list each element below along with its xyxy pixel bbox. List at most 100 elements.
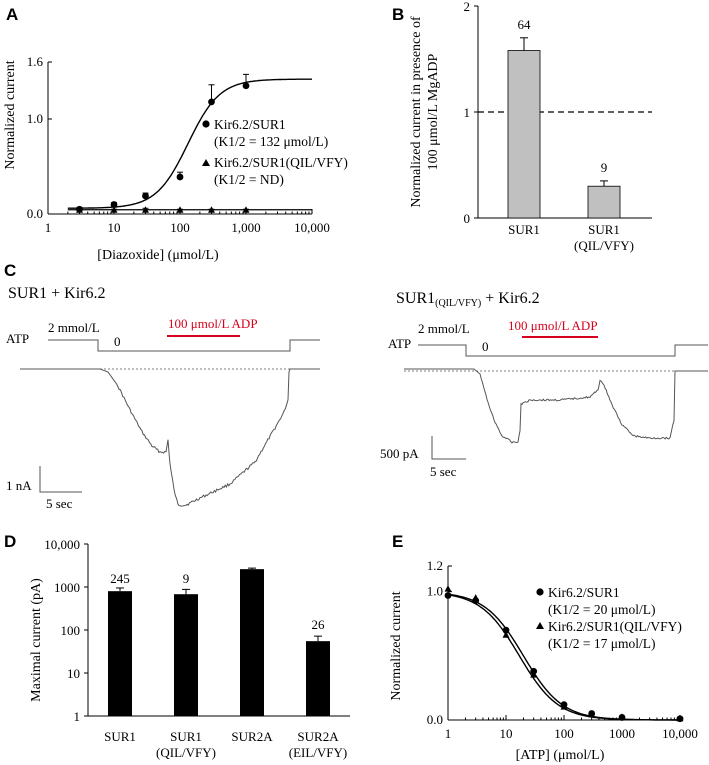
panel-e-letter: E — [392, 532, 403, 551]
trace-left-atp-high: 2 mmol/L — [48, 320, 100, 335]
legend-series-1-name: Kir6.2/SUR1 — [214, 117, 286, 132]
panel-a-x-tick-label: 10 — [108, 220, 121, 235]
panel-d-n-label: 245 — [110, 571, 130, 586]
panel-b-y-tick-label: 1 — [464, 105, 471, 120]
panel-e-point-sur1 — [502, 626, 510, 634]
legend-circle-marker — [536, 588, 544, 596]
panel-e-x-tick-label: 1000 — [609, 726, 635, 741]
trace-left-atp-protocol — [48, 339, 320, 352]
panel-d-cat-4a: SUR2A — [297, 729, 339, 744]
panel-e-point-mutant — [560, 703, 568, 710]
legend-series-1-sub: (K1/2 = 132 μmol/L) — [214, 134, 328, 149]
legend-e-series-1-sub: (K1/2 = 20 μmol/L) — [548, 602, 655, 617]
trace-left-scale-bar — [39, 466, 82, 493]
panel-d-bar — [108, 591, 132, 716]
legend-e-series-2-sub: (K1/2 = 17 μmol/L) — [548, 636, 655, 651]
panel-a-y-tick-label: 1.6 — [27, 54, 44, 69]
panel-e-ylabel: Normalized current — [389, 591, 404, 700]
legend-e-series-2-name: Kir6.2/SUR1(QIL/VFY) — [548, 619, 682, 634]
panel-e-x-tick-label: 10 — [500, 726, 513, 741]
panel-b-letter: B — [392, 5, 404, 24]
panel-d-cat-2b: (QIL/VFY) — [156, 745, 216, 760]
panel-e-point-mutant — [530, 671, 538, 678]
panel-a-x-tick-label: 10,000 — [294, 220, 330, 235]
panel-d-cat-2a: SUR1 — [170, 729, 202, 744]
trace-left-atp-label: ATP — [6, 331, 29, 346]
panel-e-point-sur1 — [444, 592, 452, 599]
panel-d-bar — [306, 641, 330, 716]
panel-a-x-tick-label: 1,000 — [231, 220, 260, 235]
panel-d-bar — [174, 594, 198, 716]
trace-left-title: SUR1 + Kir6.2 — [8, 285, 105, 302]
panel-a-xlabel: [Diazoxide] (μmol/L) — [97, 248, 219, 263]
trace-right-scale-current: 500 pA — [380, 446, 419, 461]
panel-e-xlabel: [ATP] (μmol/L) — [516, 748, 605, 763]
panel-a-point-sur1 — [242, 82, 250, 90]
panel-e-point-mutant — [618, 713, 626, 720]
panel-c-letter: C — [4, 261, 16, 280]
panel-d-bar — [240, 569, 264, 716]
panel-a-letter: A — [6, 5, 18, 24]
panel-e-legend: Kir6.2/SUR1 (K1/2 = 20 μmol/L) Kir6.2/SU… — [536, 585, 682, 651]
panel-a-point-mutant — [207, 206, 215, 213]
panel-e-point-mutant — [444, 585, 452, 592]
panel-e-x-tick-label: 1 — [445, 726, 452, 741]
panel-b-cat-2b: (QIL/VFY) — [574, 238, 634, 253]
panel-d: D Maximal current (pA) 110100100010,000 … — [4, 532, 350, 760]
panel-c: C SUR1 + Kir6.2 ATP 2 mmol/L 0 100 μmol/… — [4, 261, 708, 511]
trace-right-current — [404, 368, 708, 444]
panel-a-point-mutant — [75, 206, 83, 213]
panel-e-point-mutant — [676, 714, 684, 722]
panel-e-y-tick-label: 1.2 — [427, 558, 443, 573]
trace-right-scale-bar — [431, 436, 466, 460]
panel-a-legend: Kir6.2/SUR1 (K1/2 = 132 μmol/L) Kir6.2/S… — [202, 117, 348, 187]
legend-series-2-name: Kir6.2/SUR1(QIL/VFY) — [214, 155, 348, 170]
panel-a-x-tick-label: 100 — [170, 220, 190, 235]
panel-d-cat-1: SUR1 — [104, 729, 136, 744]
panel-b-y-tick-label: 0 — [464, 211, 471, 226]
panel-a-point-sur1 — [208, 98, 215, 106]
panel-a-point-sur1 — [142, 192, 149, 200]
panel-a-ylabel: Normalized current — [3, 60, 18, 169]
panel-b-bar — [507, 50, 541, 219]
panel-e: E Normalized current [ATP] (μmol/L) 0.01… — [389, 532, 698, 763]
panel-e-point-mutant — [472, 594, 480, 601]
panel-d-cat-3: SUR2A — [231, 729, 273, 744]
panel-b-cat-2a: SUR1 — [588, 222, 620, 237]
panel-d-y-tick-label: 10,000 — [44, 537, 80, 552]
panel-b-n-label: 64 — [518, 17, 532, 32]
panel-a-point-mutant — [176, 206, 184, 213]
panel-e-point-mutant — [588, 710, 596, 718]
trace-right-adp-label: 100 μmol/L ADP — [508, 318, 598, 333]
legend-triangle-marker — [202, 159, 210, 166]
legend-e-series-1-name: Kir6.2/SUR1 — [548, 585, 620, 600]
trace-left-current — [20, 368, 320, 507]
panel-e-point-mutant — [502, 631, 510, 638]
trace-right-atp-high: 2 mmol/L — [418, 321, 470, 336]
panel-a-point-sur1 — [176, 173, 184, 181]
legend-series-2-sub: (K1/2 = ND) — [214, 172, 284, 187]
panel-a-point-mutant — [242, 206, 250, 213]
panel-d-n-label: 686 — [242, 571, 262, 586]
panel-b-bar — [587, 185, 621, 219]
panel-d-y-tick-label: 100 — [61, 623, 81, 638]
panel-d-n-label: 9 — [183, 571, 190, 586]
legend-triangle-marker — [536, 622, 544, 629]
trace-right-atp-label: ATP — [388, 336, 411, 351]
panel-a: A Normalized current [Diazoxide] (μmol/L… — [3, 5, 348, 263]
panel-b-ylabel-line1: Normalized current in presence of — [409, 16, 424, 208]
panel-b: B Normalized current in presence of 100 … — [392, 0, 652, 253]
panel-e-x-tick-label: 100 — [554, 726, 574, 741]
panel-e-x-tick-label: 10,000 — [662, 726, 698, 741]
trace-right-title: SUR1(QIL/VFY) + Kir6.2 — [396, 290, 540, 309]
panel-a-point-mutant — [110, 206, 118, 213]
trace-left-atp-low: 0 — [114, 334, 121, 349]
panel-e-y-tick-label: 0.0 — [427, 712, 443, 727]
trace-right-scale-time: 5 sec — [430, 464, 457, 479]
trace-left-adp-label: 100 μmol/L ADP — [168, 316, 258, 331]
panel-b-n-label: 9 — [601, 160, 608, 175]
panel-b-y-tick-label: 2 — [464, 0, 471, 14]
panel-d-y-tick-label: 10 — [67, 666, 80, 681]
panel-a-y-tick-label: 1.0 — [27, 111, 43, 126]
panel-d-y-tick-label: 1 — [74, 709, 81, 724]
